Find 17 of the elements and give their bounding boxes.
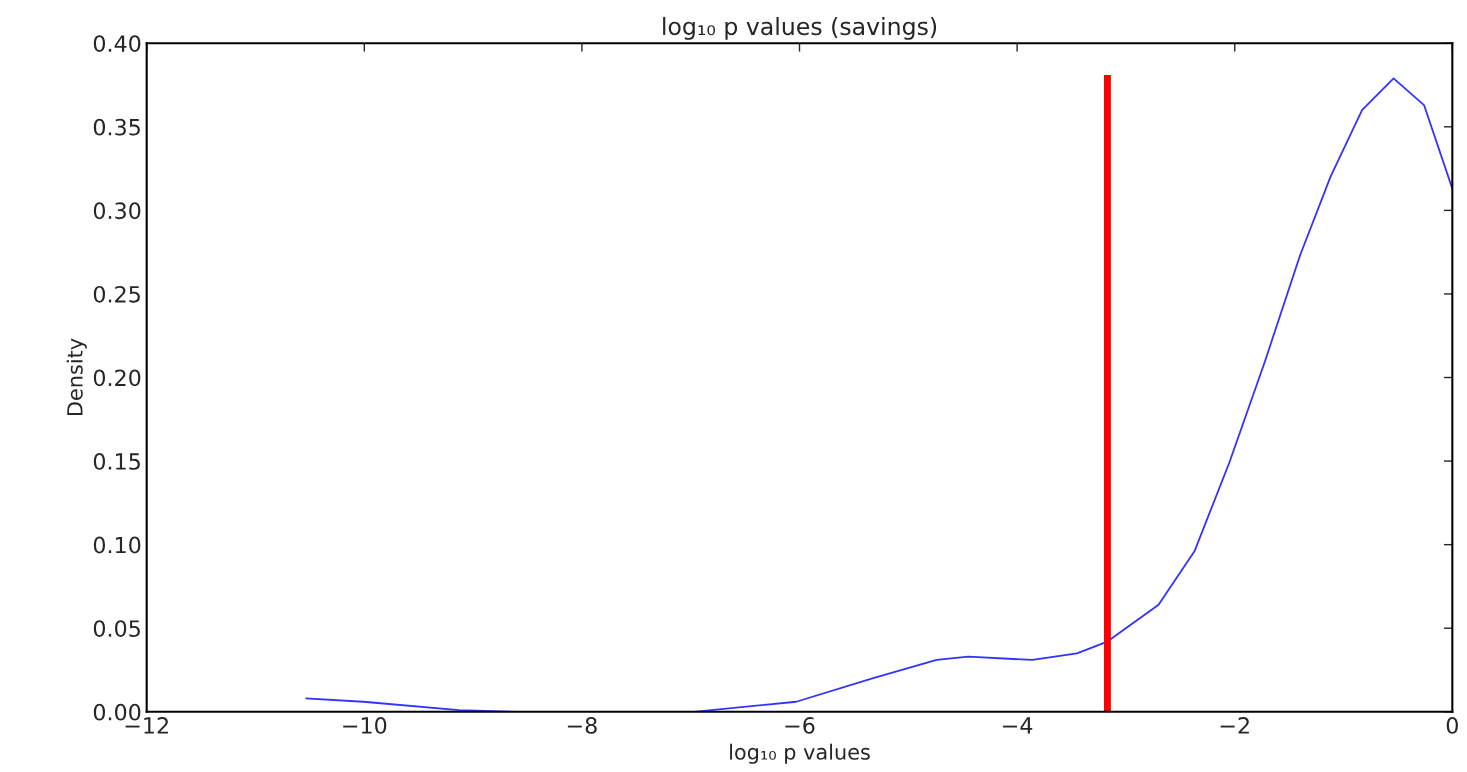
x-tick-label: −10 bbox=[343, 717, 387, 734]
y-tick-label: 0.40 bbox=[93, 35, 141, 52]
x-tick-label: 0 bbox=[1446, 717, 1458, 734]
y-tick-label: 0.25 bbox=[93, 285, 140, 303]
x-tick-label: −8 bbox=[567, 717, 597, 734]
x-axis-title: log₁₀ p values bbox=[730, 743, 870, 764]
x-tick-label: −2 bbox=[1220, 717, 1249, 734]
y-tick-label: 0.20 bbox=[93, 369, 141, 387]
y-tick-label: 0.05 bbox=[93, 620, 140, 637]
y-tick-label: 0.35 bbox=[93, 118, 140, 136]
x-tick-label: −4 bbox=[1003, 717, 1033, 734]
y-tick-label: 0.15 bbox=[93, 453, 140, 470]
x-tick-label: −6 bbox=[785, 717, 815, 734]
y-tick-label: 0.30 bbox=[93, 202, 141, 220]
y-tick-label: 0.10 bbox=[93, 536, 141, 554]
y-axis-title: Density bbox=[66, 338, 87, 416]
chart-title: log₁₀ p values (savings) bbox=[663, 16, 937, 40]
